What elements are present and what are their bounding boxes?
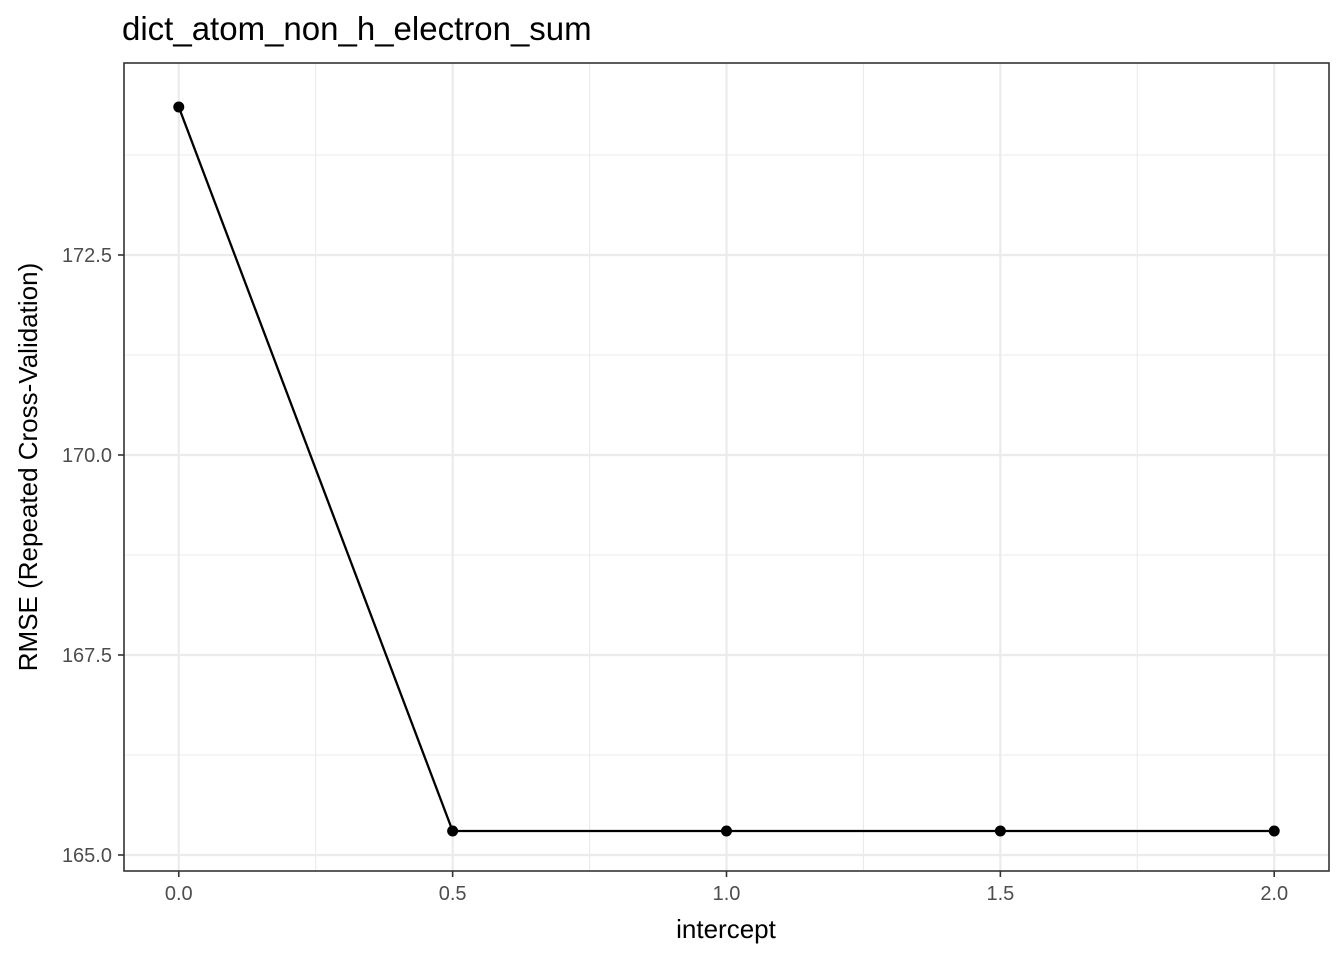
data-point xyxy=(447,825,459,837)
x-tick-label: 0.5 xyxy=(439,883,467,905)
y-axis-title: RMSE (Repeated Cross-Validation) xyxy=(13,263,43,671)
x-tick-label: 1.0 xyxy=(713,883,741,905)
x-tick-label: 1.5 xyxy=(986,883,1014,905)
data-point xyxy=(173,101,185,113)
axis-ticks: 0.0 0.5 1.0 1.5 2.0 165.0 167.5 170.0 172.5 xyxy=(62,245,1288,905)
x-tick-label: 0.0 xyxy=(165,883,193,905)
chart-title: dict_atom_non_h_electron_sum xyxy=(122,10,592,47)
grid-layer xyxy=(124,63,1329,871)
data-point xyxy=(1268,825,1280,837)
series-layer xyxy=(173,101,1280,837)
data-point xyxy=(994,825,1006,837)
x-axis-title: intercept xyxy=(676,914,776,944)
data-point xyxy=(721,825,732,837)
y-tick-label: 170.0 xyxy=(62,445,112,467)
y-tick-label: 165.0 xyxy=(62,845,112,867)
y-tick-label: 167.5 xyxy=(62,645,112,667)
y-tick-label: 172.5 xyxy=(62,245,112,267)
x-tick-label: 2.0 xyxy=(1260,883,1288,905)
